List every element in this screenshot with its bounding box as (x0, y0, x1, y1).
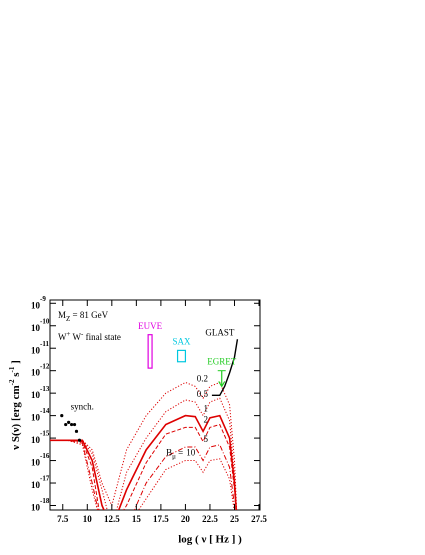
instrument-label: GLAST (205, 327, 235, 337)
text-part: B (166, 448, 172, 458)
synch-point (74, 429, 79, 433)
y-tick-label: 10 (31, 390, 41, 400)
y-tick-label: 10 (31, 323, 41, 333)
y-tick-label: 10 (31, 368, 41, 378)
text-part: + (67, 330, 71, 338)
x-tick-label: 22.5 (202, 514, 218, 524)
series-label: Bμ = 10 (166, 448, 196, 461)
text-part: s (10, 372, 22, 380)
text-part: -2 (8, 379, 16, 385)
x-tick-label: 12.5 (104, 514, 120, 524)
synch-label: synch. (71, 402, 94, 412)
instrument-arrow (218, 370, 226, 388)
x-tick-label: 27.5 (251, 514, 267, 524)
y-tick-exponent: -10 (40, 317, 50, 325)
text-part: W (70, 332, 81, 342)
synch-point (64, 422, 68, 427)
text-part: = 81 GeV (70, 310, 108, 320)
y-tick-label: 10 (31, 458, 41, 468)
text-part: μ (172, 452, 176, 460)
plot-area (50, 339, 239, 510)
instrument-box (147, 334, 153, 369)
instrument-label: EUVE (138, 321, 162, 331)
x-tick-label: 20 (181, 514, 191, 524)
y-tick-exponent: -16 (40, 452, 50, 460)
series-name: 1 (203, 404, 208, 414)
series-label: 2 (203, 414, 208, 424)
annotation: MZ = 81 GeV (58, 310, 109, 323)
synch-point (72, 422, 77, 427)
text-part: ] (10, 360, 22, 366)
x-tick-label: 15 (132, 514, 142, 524)
series-label: 0.2 (197, 373, 208, 383)
y-axis-title: ν S(ν) [erg cm-2 s-1 ] (8, 360, 22, 451)
series-line (50, 414, 238, 510)
x-tick-label: 17.5 (153, 514, 169, 524)
text-part: ν S(ν) [erg cm (10, 385, 22, 451)
series-label: 5 (203, 434, 208, 444)
series-name: 2 (203, 414, 208, 424)
series-name: 0.2 (197, 373, 208, 383)
x-tick-label: 10 (83, 514, 93, 524)
y-tick-exponent: -9 (40, 295, 46, 303)
synch-point (69, 422, 74, 427)
y-tick-exponent: -15 (40, 430, 50, 438)
x-tick-label: 25 (230, 514, 240, 524)
instrument-box (176, 349, 187, 363)
series-label: 0.5 (197, 389, 209, 399)
instrument-label: EGRET (207, 357, 236, 367)
series-name: 0.5 (197, 389, 209, 399)
text-part: = (176, 448, 183, 458)
annotation: W+ W- final state (58, 330, 121, 342)
text-part: final state (83, 332, 121, 342)
text-part: - (81, 330, 84, 338)
text-part: -1 (8, 366, 16, 372)
y-tick-label: 10 (31, 435, 41, 445)
y-tick-label: 10 (31, 413, 41, 423)
series-line (50, 397, 237, 510)
x-axis-title: log ( ν [ Hz ] ) (178, 534, 242, 546)
y-tick-label: 10 (31, 300, 41, 310)
series-line (50, 423, 237, 510)
text-part: M (58, 310, 66, 320)
series-name: 10 (186, 448, 196, 458)
synch-point (67, 420, 71, 424)
y-tick-exponent: -14 (40, 407, 50, 415)
series-name: 5 (203, 434, 208, 444)
y-tick-label: 10 (31, 345, 41, 355)
series-line (50, 381, 238, 510)
plot-frame (49, 299, 261, 511)
series-line (50, 439, 236, 510)
series-line (50, 439, 235, 510)
y-tick-exponent: -17 (40, 475, 50, 483)
text-part: Z (66, 315, 70, 323)
y-tick-exponent: -12 (40, 362, 50, 370)
synch-point (77, 438, 82, 442)
series-label: 1 (203, 404, 208, 414)
y-tick-exponent: -11 (40, 340, 49, 348)
y-tick-label: 10 (31, 480, 41, 490)
instrument-line (211, 339, 239, 397)
synch-point (60, 414, 64, 418)
y-tick-exponent: -13 (40, 385, 50, 393)
y-tick-label: 10 (31, 503, 41, 513)
text-part: W (58, 332, 67, 342)
x-tick-label: 7.5 (57, 514, 69, 524)
instrument-label: SAX (172, 336, 191, 346)
y-tick-exponent: -18 (40, 497, 50, 505)
